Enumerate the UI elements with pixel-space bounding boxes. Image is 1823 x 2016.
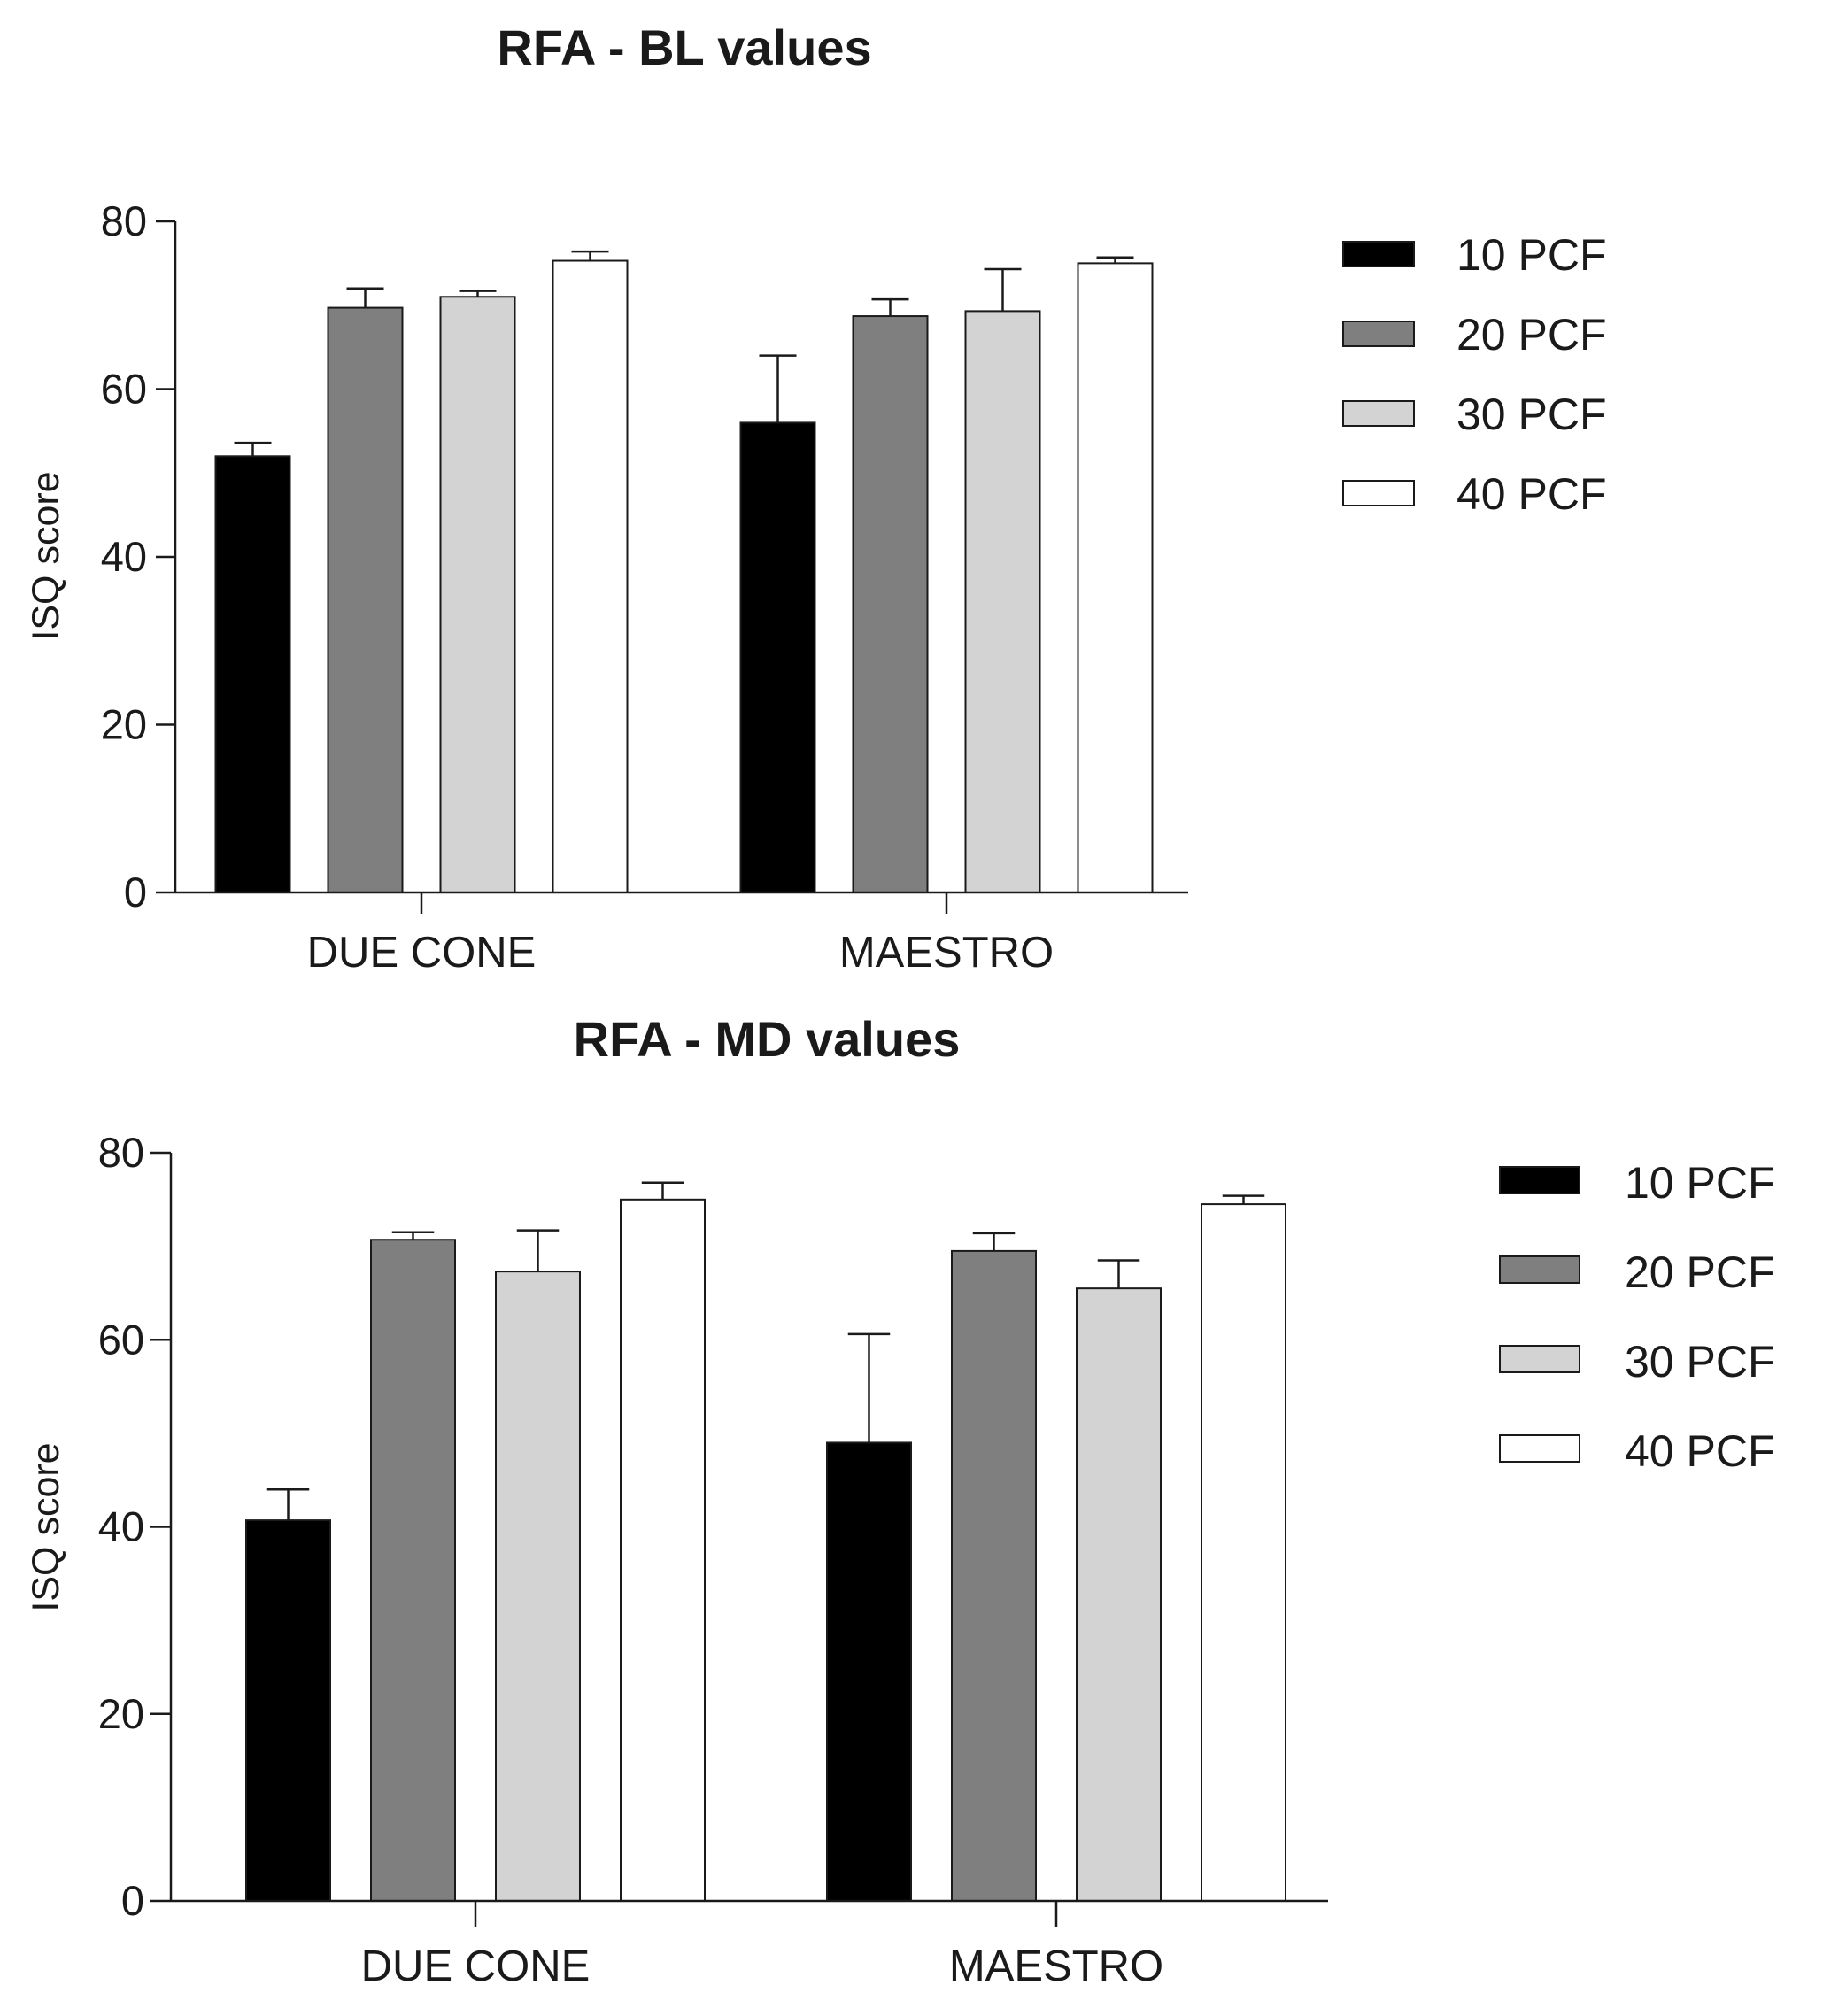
- legend-label: 10 PCF: [1456, 230, 1607, 280]
- chart-panel-2: RFA - MD values ISQ score 0 20 40 60 80 DUE CON…: [25, 1011, 1775, 1990]
- legend-label: 40 PCF: [1625, 1426, 1775, 1476]
- legend-label: 10 PCF: [1625, 1158, 1775, 1208]
- legend-swatch: [1342, 480, 1415, 506]
- y-tick-label: 40: [101, 533, 147, 580]
- y-axis-label: ISQ score: [25, 471, 67, 640]
- legend-swatch: [1499, 1255, 1580, 1284]
- legend: 10 PCF 20 PCF 30 PCF 40 PCF: [1342, 230, 1607, 519]
- bar-due-cone-10-pcf: [245, 1519, 331, 1902]
- bar-due-cone-40-pcf: [620, 1198, 706, 1902]
- y-tick-label: 0: [121, 1877, 144, 1924]
- y-tick-label: 20: [98, 1690, 144, 1737]
- y-axis-label: ISQ score: [25, 1442, 67, 1611]
- legend-swatch: [1342, 321, 1415, 347]
- chart-panel-1: RFA - BL values ISQ score 0 20 40 60 80 DUE CON…: [25, 19, 1607, 977]
- y-tick-label: 60: [98, 1316, 144, 1363]
- bar-due-cone-30-pcf: [439, 296, 516, 893]
- y-tick-label: 80: [101, 197, 147, 244]
- bar-due-cone-20-pcf: [370, 1239, 456, 1902]
- y-tick-label: 20: [101, 701, 147, 748]
- legend-label: 20 PCF: [1456, 310, 1607, 359]
- chart-title: RFA - BL values: [497, 19, 871, 75]
- x-category-label: MAESTRO: [839, 929, 1054, 977]
- x-category-label: MAESTRO: [949, 1943, 1163, 1990]
- legend-swatch: [1499, 1166, 1580, 1194]
- chart-title: RFA - MD values: [574, 1011, 961, 1067]
- bar-due-cone-40-pcf: [552, 259, 629, 894]
- legend-swatch: [1499, 1434, 1580, 1463]
- legend-label: 30 PCF: [1456, 390, 1607, 439]
- legend-label: 40 PCF: [1456, 469, 1607, 519]
- bar-maestro-10-pcf: [826, 1441, 912, 1902]
- legend-swatch: [1499, 1345, 1580, 1373]
- y-tick-label: 80: [98, 1129, 144, 1176]
- bar-maestro-20-pcf: [852, 315, 929, 893]
- bar-due-cone-30-pcf: [495, 1271, 581, 1903]
- bar-maestro-30-pcf: [964, 310, 1041, 893]
- bar-due-cone-10-pcf: [214, 455, 291, 893]
- legend-label: 30 PCF: [1625, 1337, 1775, 1386]
- bar-maestro-40-pcf: [1077, 262, 1154, 893]
- x-category-label: DUE CONE: [361, 1943, 591, 1990]
- bar-maestro-10-pcf: [739, 421, 816, 893]
- bar-maestro-20-pcf: [951, 1249, 1037, 1902]
- bar-maestro-30-pcf: [1076, 1287, 1162, 1902]
- legend-label: 20 PCF: [1625, 1247, 1775, 1297]
- y-tick-label: 0: [124, 869, 147, 915]
- legend: 10 PCF 20 PCF 30 PCF 40 PCF: [1499, 1158, 1775, 1476]
- y-tick-label: 40: [98, 1503, 144, 1550]
- bar-maestro-40-pcf: [1201, 1203, 1286, 1902]
- legend-swatch: [1342, 400, 1415, 427]
- y-tick-label: 60: [101, 366, 147, 413]
- legend-swatch: [1342, 241, 1415, 267]
- bar-due-cone-20-pcf: [327, 306, 404, 893]
- x-category-label: DUE CONE: [307, 929, 537, 977]
